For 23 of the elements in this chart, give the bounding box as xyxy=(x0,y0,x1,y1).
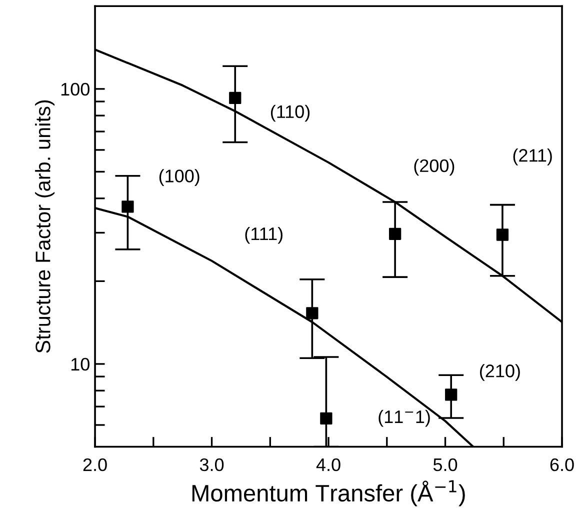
point xyxy=(320,412,332,424)
y-tick-label: 100 xyxy=(61,82,90,96)
x-axis-title: Momentum Transfer (Å$^{−1}$) xyxy=(192,480,465,506)
annotation: (100) xyxy=(159,169,200,186)
y-axis-title: Structure Factor (arb. units) xyxy=(35,100,54,353)
point xyxy=(496,228,509,241)
point xyxy=(388,228,402,240)
annotation: (210) xyxy=(480,364,520,381)
x-tick-label: 4.0 xyxy=(316,458,340,472)
annotation: (111) xyxy=(245,226,282,244)
x-tick-label: 5.0 xyxy=(433,458,458,472)
point xyxy=(445,388,458,401)
annotation: (11$^{−}$1) xyxy=(378,410,430,427)
point xyxy=(306,307,318,320)
x-tick-label: 6.0 xyxy=(550,458,574,472)
point xyxy=(229,92,242,104)
y-tick-label: 10 xyxy=(71,358,90,371)
annotation: (110) xyxy=(270,104,310,122)
point xyxy=(122,200,134,213)
x-tick-label: 3.0 xyxy=(200,458,224,472)
x-tick-label: 2.0 xyxy=(83,458,107,472)
annotation: (211) xyxy=(513,148,552,166)
annotation: (200) xyxy=(414,158,454,176)
